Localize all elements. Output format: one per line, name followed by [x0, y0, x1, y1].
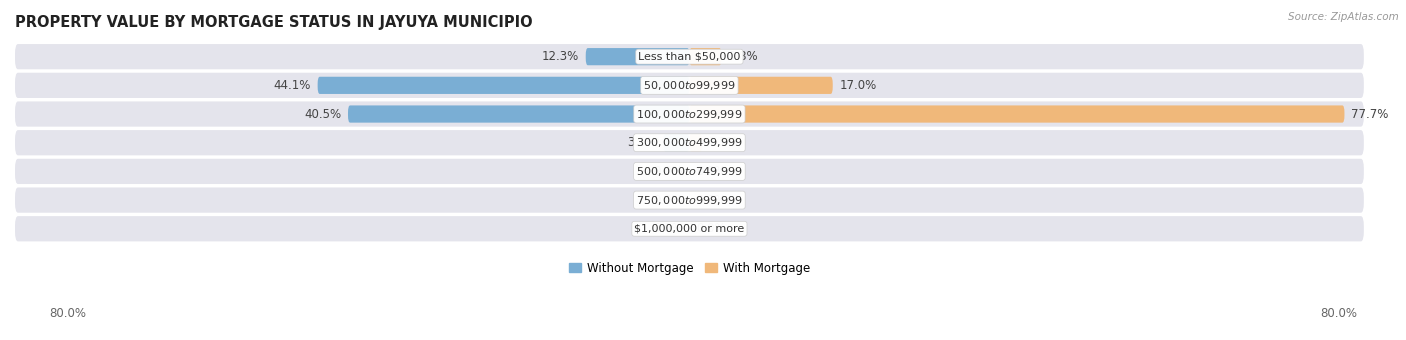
Text: 0.0%: 0.0%: [696, 222, 725, 235]
FancyBboxPatch shape: [689, 48, 721, 65]
Text: 3.1%: 3.1%: [627, 136, 657, 149]
FancyBboxPatch shape: [664, 134, 689, 151]
Text: 0.0%: 0.0%: [652, 193, 683, 207]
Text: 17.0%: 17.0%: [839, 79, 877, 92]
Text: 80.0%: 80.0%: [49, 307, 86, 320]
FancyBboxPatch shape: [689, 77, 832, 94]
FancyBboxPatch shape: [349, 105, 689, 123]
FancyBboxPatch shape: [15, 187, 1364, 213]
Legend: Without Mortgage, With Mortgage: Without Mortgage, With Mortgage: [564, 257, 814, 279]
Text: $100,000 to $299,999: $100,000 to $299,999: [637, 107, 742, 121]
FancyBboxPatch shape: [15, 101, 1364, 127]
Text: 77.7%: 77.7%: [1351, 107, 1389, 121]
FancyBboxPatch shape: [15, 130, 1364, 155]
Text: 0.0%: 0.0%: [652, 165, 683, 178]
FancyBboxPatch shape: [15, 73, 1364, 98]
FancyBboxPatch shape: [689, 105, 1344, 123]
FancyBboxPatch shape: [15, 159, 1364, 184]
Text: 0.0%: 0.0%: [652, 222, 683, 235]
Text: 44.1%: 44.1%: [274, 79, 311, 92]
Text: $500,000 to $749,999: $500,000 to $749,999: [636, 165, 742, 178]
Text: $300,000 to $499,999: $300,000 to $499,999: [636, 136, 742, 149]
Text: 12.3%: 12.3%: [541, 50, 579, 63]
Text: PROPERTY VALUE BY MORTGAGE STATUS IN JAYUYA MUNICIPIO: PROPERTY VALUE BY MORTGAGE STATUS IN JAY…: [15, 15, 533, 30]
Text: 0.0%: 0.0%: [696, 193, 725, 207]
Text: $750,000 to $999,999: $750,000 to $999,999: [636, 193, 742, 207]
FancyBboxPatch shape: [15, 216, 1364, 241]
Text: 1.5%: 1.5%: [709, 136, 738, 149]
Text: 3.8%: 3.8%: [728, 50, 758, 63]
Text: 40.5%: 40.5%: [304, 107, 342, 121]
Text: $50,000 to $99,999: $50,000 to $99,999: [643, 79, 735, 92]
Text: $1,000,000 or more: $1,000,000 or more: [634, 224, 745, 234]
Text: Less than $50,000: Less than $50,000: [638, 52, 741, 62]
FancyBboxPatch shape: [15, 44, 1364, 69]
Text: Source: ZipAtlas.com: Source: ZipAtlas.com: [1288, 12, 1399, 22]
FancyBboxPatch shape: [586, 48, 689, 65]
Text: 0.0%: 0.0%: [696, 165, 725, 178]
Text: 80.0%: 80.0%: [1320, 307, 1357, 320]
FancyBboxPatch shape: [318, 77, 689, 94]
FancyBboxPatch shape: [689, 134, 702, 151]
